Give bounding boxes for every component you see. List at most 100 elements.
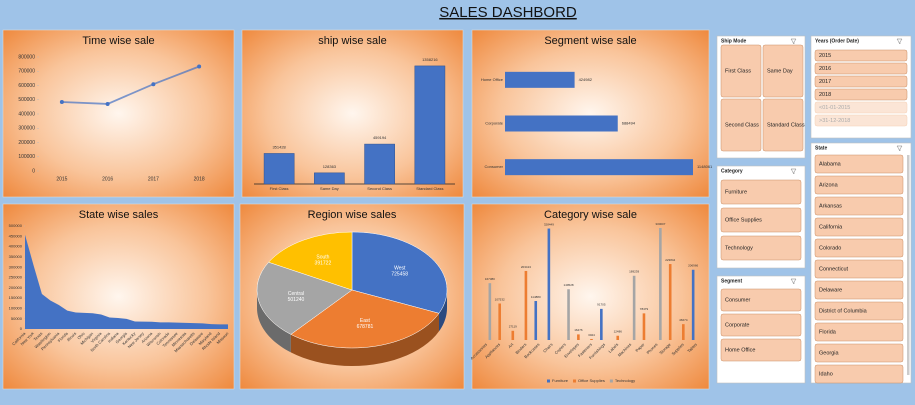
slicer-button[interactable] (720, 338, 802, 362)
filter-icon[interactable] (896, 38, 903, 45)
y-tick-label: 200000 (9, 285, 23, 290)
slicer-button[interactable] (814, 154, 904, 174)
filter-icon[interactable] (896, 145, 903, 152)
slicer-item[interactable]: Colorado (819, 245, 841, 251)
bar (488, 283, 492, 340)
data-label: 189239 (629, 270, 639, 274)
x-tick-label: Ohio (76, 330, 86, 340)
slicer-item[interactable]: Furniture (725, 189, 747, 195)
slicer-button[interactable] (720, 235, 802, 261)
data-label: 149528 (564, 283, 574, 287)
slicer-item[interactable]: Alabama (819, 161, 842, 167)
y-tick-label: Home Office (481, 77, 504, 82)
point (59, 99, 64, 104)
slicer-item[interactable]: Arizona (819, 182, 839, 188)
slicer-title: Years (Order Date) (815, 38, 859, 44)
x-tick-label: Chairs (542, 342, 554, 354)
bar (691, 269, 695, 340)
slicer-item[interactable]: Connecticut (819, 266, 849, 272)
slicer-button[interactable] (814, 217, 904, 237)
slicer-button[interactable] (720, 98, 762, 152)
slicer-button[interactable] (814, 343, 904, 363)
slicer-button[interactable] (814, 49, 908, 62)
slicer-item[interactable]: Second Class (725, 122, 759, 128)
x-tick-label: Texas (32, 331, 43, 342)
slicer-item[interactable]: District of Columbia (819, 308, 868, 314)
slicer-item[interactable]: Office Supplies (725, 217, 762, 223)
slicer-button[interactable] (814, 280, 904, 300)
slicer-item[interactable]: 2017 (819, 79, 831, 85)
slicer-button[interactable] (814, 62, 908, 75)
slicer-item[interactable]: Corporate (725, 322, 749, 328)
slicer-button[interactable] (720, 44, 762, 98)
pie-slice (268, 231, 353, 291)
data-label: 223844 (665, 258, 675, 262)
slicer-item[interactable]: Consumer (725, 297, 751, 303)
slicer-button[interactable] (814, 301, 904, 321)
area (25, 234, 228, 329)
x-tick-label: 2017 (148, 176, 159, 182)
y-tick-label: 400000 (18, 111, 35, 117)
slicer-item[interactable]: Delaware (819, 287, 842, 293)
filter-icon[interactable] (790, 38, 797, 45)
data-label: 424982 (579, 77, 593, 82)
filter-icon[interactable] (790, 278, 797, 285)
slicer-button[interactable] (814, 322, 904, 342)
data-label: 330007 (655, 222, 665, 226)
x-tick-label: Labels (607, 342, 619, 354)
slicer-button[interactable] (814, 364, 904, 384)
slicer-item[interactable]: California (819, 224, 843, 230)
slicer-button[interactable] (814, 75, 908, 88)
slicer-button[interactable] (720, 179, 802, 205)
pie-side (257, 290, 291, 353)
slicer-item[interactable]: 2016 (819, 66, 831, 72)
slicer-item[interactable]: Same Day (767, 68, 793, 74)
slicer-item[interactable]: First Class (725, 68, 751, 74)
slicer-title: Ship Mode (721, 38, 746, 44)
slicer-button[interactable] (814, 101, 908, 114)
slicer-item[interactable]: 2015 (819, 53, 831, 59)
point (105, 101, 110, 106)
slicer-button[interactable] (762, 98, 804, 152)
y-tick-label: 50000 (11, 316, 23, 321)
slicer-item[interactable]: 2018 (819, 92, 831, 98)
pie-side (438, 290, 447, 332)
slicer-item[interactable]: Standard Class (767, 122, 805, 128)
bar (577, 334, 580, 340)
slicer-button[interactable] (814, 196, 904, 216)
y-tick-label: 500000 (18, 97, 35, 103)
slicer-button[interactable] (814, 238, 904, 258)
slicer-button[interactable] (762, 44, 804, 98)
slicer-button[interactable] (720, 207, 802, 233)
slicer-button[interactable] (814, 259, 904, 279)
y-tick-label: 0 (32, 168, 35, 174)
slicer-button[interactable] (814, 114, 908, 127)
slicer-item[interactable]: Idaho (819, 371, 833, 377)
data-label: 206966 (688, 264, 698, 268)
slicer-item[interactable]: Florida (819, 329, 837, 335)
bar (505, 115, 618, 132)
pie-slice (256, 261, 353, 335)
slicer-button[interactable] (814, 175, 904, 195)
slicer-title: State (815, 145, 827, 151)
slicer-item[interactable]: <01-01-2015 (819, 105, 850, 111)
data-label: 167380 (485, 277, 495, 281)
data-label: 91705 (597, 303, 606, 307)
slicer-item[interactable]: Georgia (819, 350, 840, 356)
slice-value: 678781 (357, 324, 374, 330)
bar (505, 71, 575, 88)
y-tick-label: Corporate (485, 121, 504, 126)
slicer-item[interactable]: Home Office (725, 347, 755, 353)
slicer-item[interactable]: Technology (725, 245, 753, 251)
legend-label: Technology (615, 378, 635, 383)
slicer-item[interactable]: >31-12-2018 (819, 118, 850, 124)
slicer-button[interactable] (814, 88, 908, 101)
point (151, 82, 156, 87)
bar (414, 65, 446, 185)
slicer-button[interactable] (720, 288, 802, 312)
slicer-button[interactable] (720, 313, 802, 337)
filter-icon[interactable] (790, 168, 797, 175)
slicer-item[interactable]: Arkansas (819, 203, 842, 209)
